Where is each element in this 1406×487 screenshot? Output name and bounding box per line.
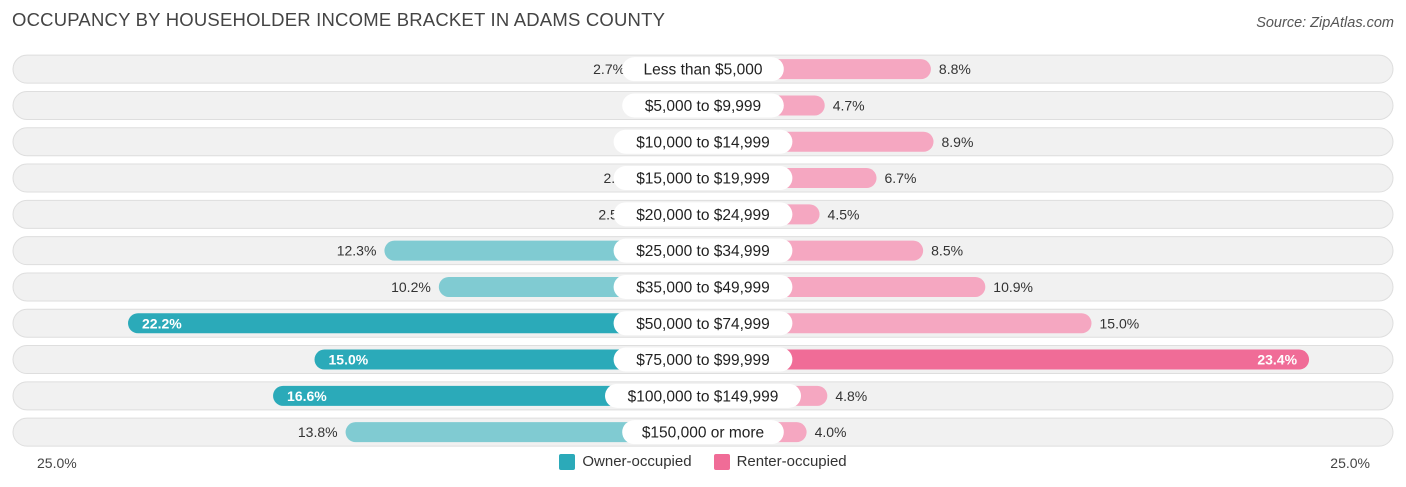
category-pill [622,93,784,118]
category-pill [613,274,793,299]
renter-value-label: 8.8% [939,61,971,77]
renter-value-label: 8.9% [942,134,974,150]
legend-owner[interactable]: Owner-occupied [559,453,692,470]
owner-value-label: 16.6% [287,388,327,404]
owner-bar [128,313,713,334]
category-pill [613,347,793,372]
category-label: $5,000 to $9,999 [645,98,761,115]
legend-owner-swatch [559,453,576,470]
category-pill [613,202,793,227]
legend-owner-label: Owner-occupied [582,453,692,470]
owner-value-label: 15.0% [329,352,369,368]
renter-value-label: 8.5% [931,243,963,259]
owner-value-label: 12.3% [337,243,377,259]
category-pill [613,166,793,191]
renter-value-label: 15.0% [1100,315,1140,331]
renter-bar [693,313,1092,334]
chart-title: OCCUPANCY BY HOUSEHOLDER INCOME BRACKET … [12,9,666,30]
owner-value-label: 13.8% [298,424,338,440]
owner-bar [273,385,713,406]
renter-value-label: 23.4% [1257,352,1297,368]
category-label: $15,000 to $19,999 [636,171,770,188]
category-pill [605,383,801,408]
category-label: $100,000 to $149,999 [628,388,779,405]
category-label: $75,000 to $99,999 [636,352,770,369]
category-pill [613,311,793,336]
owner-bar [345,422,713,443]
category-label: $50,000 to $74,999 [636,316,770,333]
category-label: $25,000 to $34,999 [636,243,770,260]
category-label: $35,000 to $49,999 [636,279,770,296]
axis-right-label: 25.0% [1330,455,1370,471]
category-label: $10,000 to $14,999 [636,134,770,151]
renter-value-label: 4.5% [828,206,860,222]
source-label: Source: ZipAtlas.com [1256,15,1394,31]
category-label: $150,000 or more [642,425,764,442]
renter-value-label: 6.7% [885,170,917,186]
renter-value-label: 4.0% [815,424,847,440]
renter-bar [693,349,1310,370]
category-pill [622,57,784,82]
category-label: $20,000 to $24,999 [636,207,770,224]
renter-value-label: 4.7% [833,97,865,113]
category-pill [622,420,784,445]
renter-value-label: 4.8% [835,388,867,404]
category-label: Less than $5,000 [644,62,763,79]
renter-value-label: 10.9% [993,279,1033,295]
legend: Owner-occupied Renter-occupied [0,453,1406,470]
category-pill [613,129,793,154]
owner-value-label: 2.7% [593,61,625,77]
owner-value-label: 10.2% [391,279,431,295]
legend-renter-label: Renter-occupied [736,453,847,470]
owner-bar [314,349,713,370]
legend-renter[interactable]: Renter-occupied [713,453,847,470]
axis-left-label: 25.0% [37,455,77,471]
category-pill [613,238,793,263]
legend-renter-swatch [713,453,730,470]
owner-value-label: 22.2% [142,315,182,331]
